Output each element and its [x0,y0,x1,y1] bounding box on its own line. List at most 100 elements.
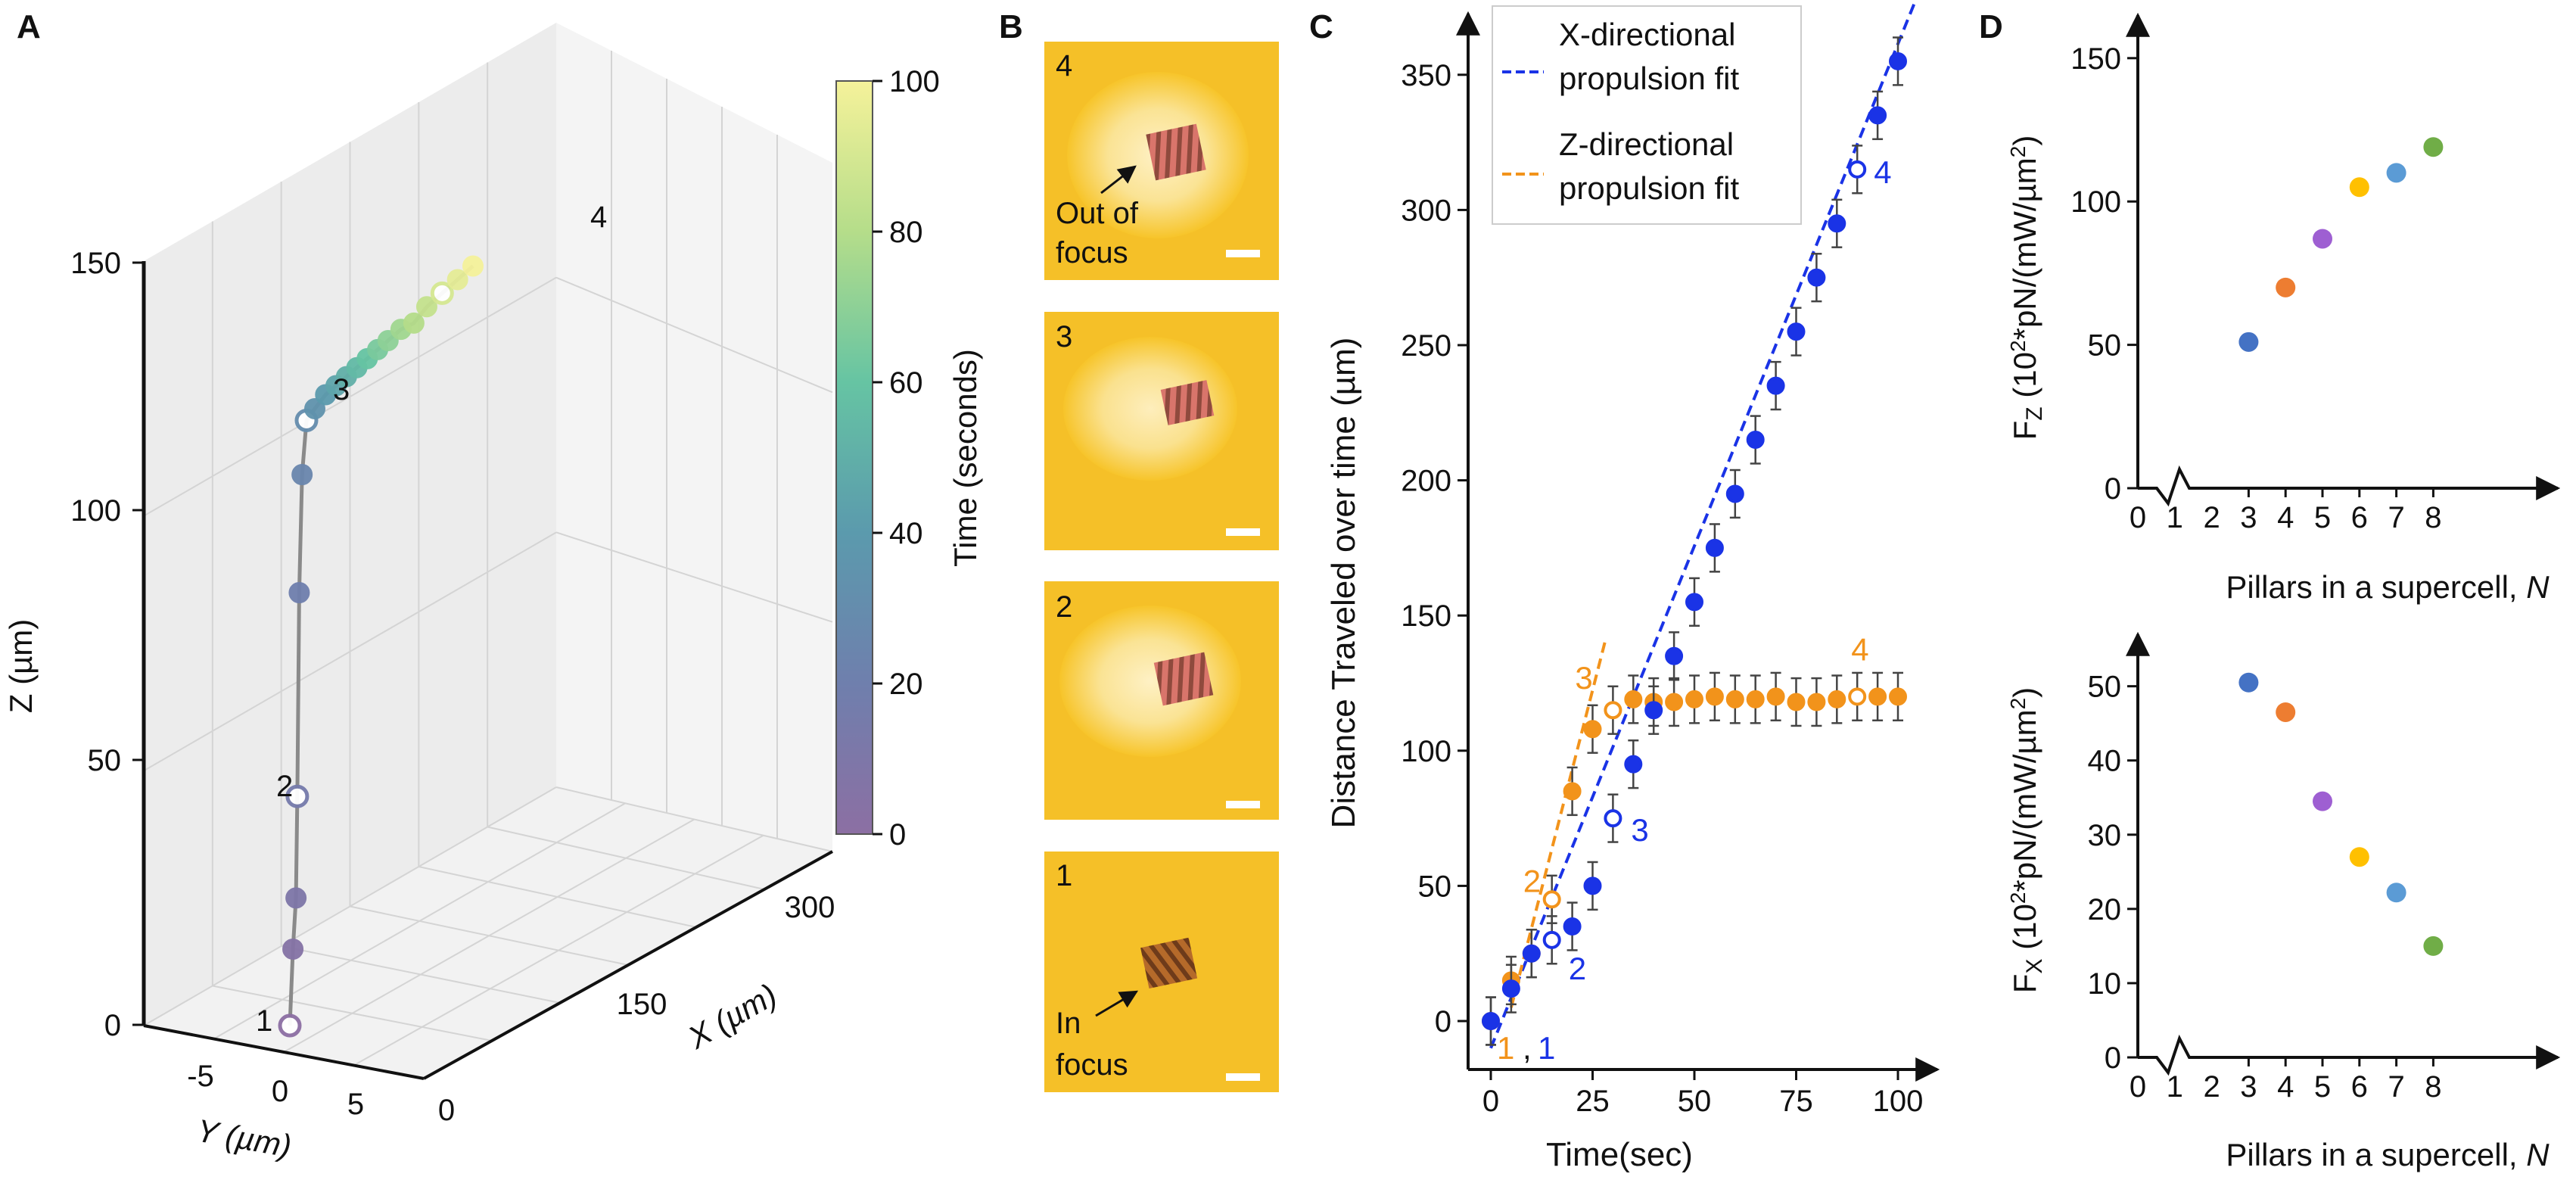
x-data-point [1666,649,1682,664]
d-y-tick-label: 100 [2070,185,2121,219]
x-data-point [1850,162,1865,177]
d-data-point [2313,792,2332,811]
d-x-tick-label: 7 [2388,501,2404,534]
z-data-point [1585,721,1601,736]
c-point-label: 1 [1497,1030,1514,1066]
trajectory-point [463,257,483,276]
colorbar-tick-label: 20 [889,668,923,701]
z-tick-label: 50 [88,744,122,777]
microscope-frame-1: 1 In focus [1044,852,1279,1092]
frame-number: 2 [1056,590,1072,624]
y-axis-label: Y (µm) [194,1113,294,1164]
z-data-point [1666,695,1682,710]
c-label-separator: , [1523,1030,1532,1066]
colorbar-tick-label: 100 [889,65,940,98]
colorbar-tick-label: 60 [889,366,923,400]
c-y-tick-label: 0 [1435,1005,1451,1038]
z-data-point [1707,689,1722,704]
d-y-tick-label: 10 [2088,967,2122,1001]
d-y-tick-label: 0 [2105,1041,2121,1075]
d-data-point [2313,229,2332,248]
d-x-tick-label: 6 [2351,501,2368,534]
z-data-point [1687,692,1702,707]
d-bottom-y-axis-label: FX (102*pN/(mW/µm2) [2006,687,2047,993]
c-point-label: 2 [1523,863,1541,898]
colorbar-tick-label: 80 [889,216,923,249]
trajectory-point-hollow [280,1016,300,1035]
c-x-axis-label: Time(sec) [1546,1136,1693,1173]
panel-a: A 0 50 100 150 Z (µm) -5 0 5 Y (µm) 0 [3,8,983,1164]
d-x-tick-label: 1 [2167,501,2183,534]
x-data-point [1728,486,1743,501]
x-data-point [1870,107,1885,123]
d-x-tick-label: 8 [2425,1070,2441,1104]
traj-label-1: 1 [256,1004,272,1038]
x-data-point [1748,432,1763,447]
panel-label-d: D [1979,8,2003,45]
frame-annotation: Out of [1056,197,1139,230]
d-y-tick-label: 0 [2105,472,2121,506]
x-axis-label: X (µm) [681,976,782,1056]
z-data-point [1728,692,1743,707]
z-data-point [1545,892,1560,907]
z-data-point [1789,695,1804,710]
c-y-tick-label: 250 [1401,329,1451,363]
c-point-label: 4 [1874,154,1891,190]
d-y-tick-label: 30 [2088,819,2122,852]
trajectory-point [286,888,306,908]
z-data-point [1769,689,1784,704]
x-data-point [1504,981,1519,996]
trajectory-point [289,583,309,602]
x-data-point [1789,324,1804,339]
c-y-tick-label: 300 [1401,194,1451,227]
x-data-point [1605,811,1620,826]
d-data-point [2423,936,2443,956]
d-y-tick-label: 150 [2070,42,2121,76]
x-tick-label: 150 [617,988,667,1021]
c-x-tick-label: 100 [1873,1085,1924,1118]
d-x-tick-label: 5 [2314,1070,2331,1104]
d-data-point [2276,702,2295,722]
panel-b: B 4 Out of focus 3 2 [999,8,1279,1092]
c-x-tick-label: 75 [1779,1085,1813,1118]
d-x-tick-label: 8 [2425,501,2441,534]
colorbar-label: Time (seconds) [947,349,983,567]
z-data-point [1605,702,1620,718]
x-data-point [1769,378,1784,394]
c-y-tick-label: 100 [1401,735,1451,768]
d-x-tick-label: 2 [2203,1070,2220,1104]
d-x-tick-label: 4 [2277,1070,2294,1104]
x-data-point [1524,946,1539,961]
legend-z-fit-line2: propulsion fit [1559,170,1739,206]
traj-label-2: 2 [276,770,293,803]
d-data-point [2423,137,2443,157]
x-data-point [1565,919,1580,934]
legend-x-fit-line2: propulsion fit [1559,61,1739,96]
frame-number: 4 [1056,49,1072,83]
side-wall [556,23,832,852]
c-y-axis-label: Distance Traveled over time (µm) [1325,338,1362,829]
z-data-point [1850,689,1865,704]
panel-label-c: C [1309,8,1333,45]
colorbar-tick-label: 0 [889,818,906,852]
d-x-tick-label: 0 [2130,1070,2146,1104]
trajectory-point [292,465,312,484]
z-data-point [1565,783,1580,799]
x-data-point [1829,216,1844,231]
d-y-tick-label: 50 [2088,671,2122,704]
x-data-point [1646,702,1661,718]
d-x-tick-label: 6 [2351,1070,2368,1104]
microscope-frame-4: 4 Out of focus [1044,42,1279,280]
c-y-tick-label: 150 [1401,599,1451,633]
panel-label-b: B [999,8,1023,45]
d-y-tick-label: 50 [2088,329,2122,363]
traj-label-3: 3 [333,373,350,406]
y-tick-label: 0 [272,1075,288,1108]
microscope-frame-3: 3 [1044,312,1279,550]
x-data-point [1545,932,1560,948]
x-data-point [1585,878,1601,893]
frame-number: 1 [1056,859,1072,892]
panel-c: C 0 50 100 150 200 250 300 350 0 25 50 75 100 1 1 2 2 3 3 4… [1309,0,1937,1173]
z-data-point [1626,692,1641,707]
